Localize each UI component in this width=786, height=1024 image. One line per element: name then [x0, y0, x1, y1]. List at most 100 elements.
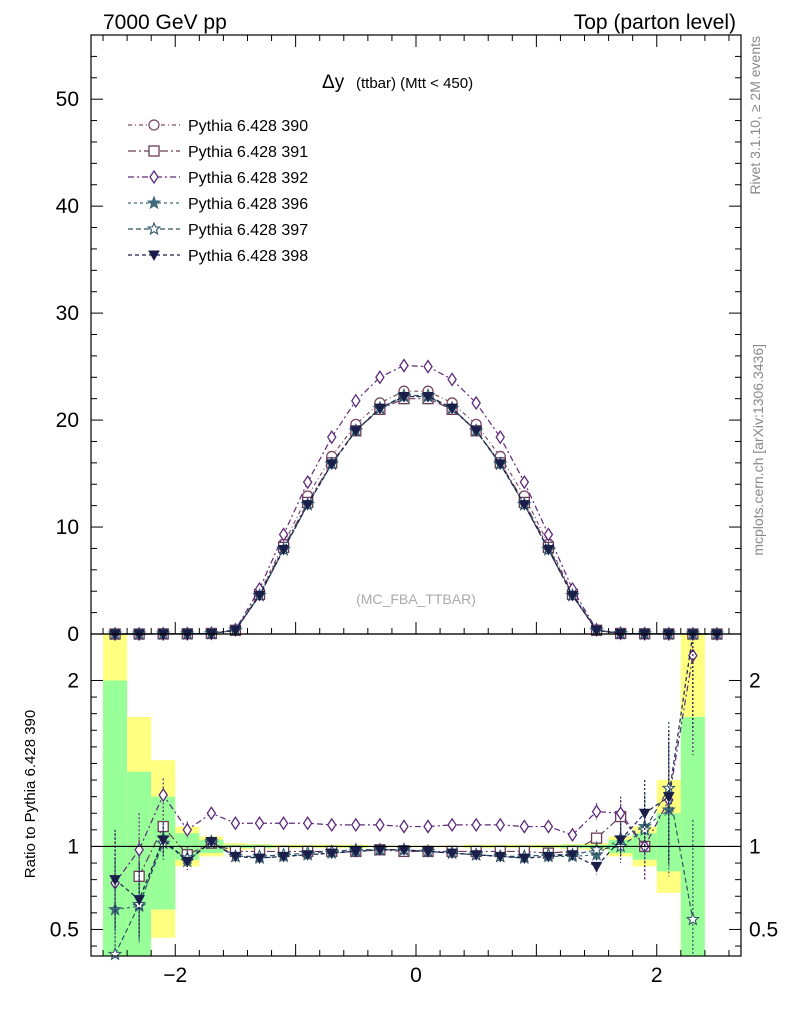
mcplots-label: mcplots.cern.ch [arXiv:1306.3436] [750, 344, 766, 556]
ratio-point [518, 853, 531, 865]
ratio-ytick-label: 0.5 [50, 918, 79, 941]
data-point [542, 544, 555, 556]
ratio-ytick-label-right: 0.5 [749, 918, 778, 941]
legend-marker [146, 195, 162, 210]
data-point [470, 426, 483, 437]
ratio-point [398, 845, 410, 856]
data-point [446, 403, 458, 415]
ratio-point [589, 842, 604, 856]
xtick-label: 0 [410, 964, 422, 987]
data-point [519, 474, 530, 490]
ratio-point [301, 850, 314, 861]
ytick-label: 50 [56, 88, 79, 111]
data-point [326, 430, 337, 445]
xtick-label: 2 [651, 964, 663, 987]
ratio-point [278, 816, 289, 831]
header-right: Top (parton level) [574, 11, 736, 34]
ratio-point [133, 895, 145, 906]
data-point [351, 393, 361, 408]
data-point [494, 459, 507, 470]
data-point [277, 544, 290, 556]
ratio-point [229, 851, 242, 863]
data-point [566, 590, 579, 602]
ratio-point [446, 848, 458, 860]
ratio-point [543, 819, 554, 834]
data-point [590, 625, 603, 637]
ratio-point [375, 817, 385, 833]
ratio-point [399, 819, 409, 834]
legend-marker [146, 221, 162, 236]
legend-label: Pythia 6.428 390 [188, 118, 308, 135]
data-point [398, 392, 410, 403]
ratio-point [422, 846, 434, 858]
ytick-label: 20 [56, 409, 79, 432]
data-point [349, 426, 362, 437]
data-point [399, 358, 409, 373]
ratio-point [254, 816, 265, 831]
ratio-point [326, 817, 337, 833]
ratio-point [662, 792, 675, 803]
ratio-point [447, 817, 457, 833]
ratio-point [661, 802, 676, 817]
ratio-ytick-label: 1 [67, 835, 79, 858]
legend-marker [149, 169, 159, 185]
ratio-ytick-label: 2 [67, 669, 79, 692]
ratio-point [638, 808, 651, 820]
legend-label: Pythia 6.428 391 [188, 144, 308, 161]
data-point [543, 527, 554, 542]
legend-label: Pythia 6.428 397 [188, 222, 308, 239]
ratio-point [566, 850, 579, 861]
legend-label: Pythia 6.428 398 [188, 248, 308, 265]
ratio-ylabel: Ratio to Pythia 6.428 390 [22, 710, 39, 878]
data-point [495, 430, 506, 445]
ratio-point [494, 851, 507, 863]
ratio-point [351, 817, 361, 833]
ratio-point [230, 816, 241, 831]
data-point [423, 359, 433, 374]
ratio-point [157, 835, 170, 846]
data-point [422, 392, 434, 403]
ratio-point [107, 946, 123, 961]
ratio-point [158, 787, 169, 803]
legend-marker [148, 119, 160, 131]
ratio-point [423, 819, 433, 834]
data-point [375, 370, 385, 385]
ratio-point [567, 827, 578, 843]
ratio-ytick-label-right: 2 [749, 669, 761, 692]
ratio-point [470, 850, 483, 861]
ratio-point [253, 853, 266, 865]
watermark: (MC_FBA_TTBAR) [356, 591, 476, 607]
ratio-point [277, 851, 290, 863]
ratio-point [615, 806, 626, 821]
data-point [447, 372, 457, 387]
ratio-point [591, 804, 602, 819]
ratio-point [590, 861, 603, 873]
ratio-ytick-label-right: 1 [749, 835, 761, 858]
data-point [471, 395, 481, 411]
data-point [302, 474, 313, 490]
ratio-point [495, 817, 506, 833]
ratio-frame [90, 633, 742, 957]
plot-title-sub: (ttbar) (Mtt < 450) [356, 75, 473, 92]
legend-label: Pythia 6.428 392 [188, 170, 308, 187]
data-point [229, 625, 242, 637]
ratio-point [614, 835, 627, 846]
data-point [374, 403, 386, 415]
ratio-point [181, 856, 194, 868]
ratio-point [182, 822, 193, 838]
ratio-series-line [114, 786, 694, 955]
ratio-point [205, 836, 218, 848]
legend-marker [148, 145, 160, 157]
header-left: 7000 GeV pp [103, 11, 227, 34]
ratio-point [471, 817, 481, 833]
ratio-series-line [138, 815, 646, 877]
ratio-point [374, 845, 386, 856]
ratio-series-line [114, 633, 694, 901]
ytick-label: 30 [56, 302, 79, 325]
ratio-point [519, 819, 530, 834]
ratio-point [206, 806, 217, 821]
ratio-point [302, 816, 313, 831]
ratio-point [109, 875, 121, 886]
ratio-point [349, 846, 362, 858]
